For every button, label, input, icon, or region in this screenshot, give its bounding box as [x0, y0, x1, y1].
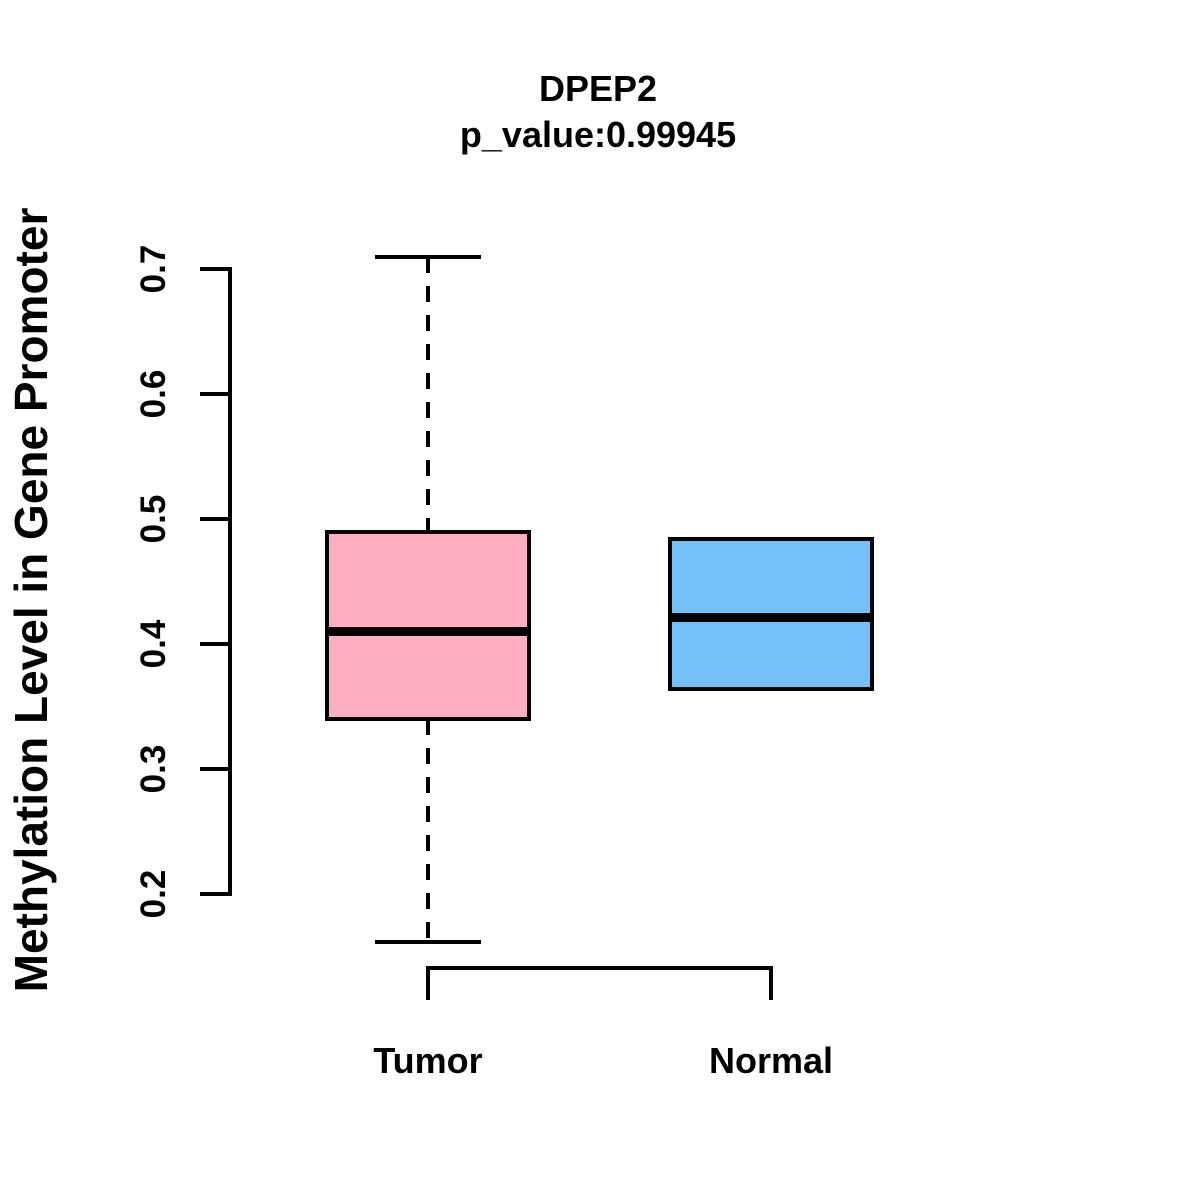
- y-tick-label: 0.4: [134, 619, 173, 669]
- y-tick: [200, 267, 230, 271]
- y-tick: [200, 392, 230, 396]
- y-tick: [200, 892, 230, 896]
- x-axis-tick-normal: [769, 966, 773, 1000]
- whisker-cap-min-tumor: [375, 939, 481, 944]
- y-tick-label: 0.3: [134, 744, 173, 794]
- median-line-normal: [668, 613, 874, 623]
- y-tick: [200, 642, 230, 646]
- chart-title: DPEP2: [538, 68, 658, 109]
- x-category-label-normal: Normal: [708, 1040, 834, 1081]
- whisker-lower-tumor: [426, 719, 430, 942]
- y-tick: [200, 767, 230, 771]
- y-tick-label: 0.6: [134, 369, 173, 419]
- chart-subtitle: p_value:0.99945: [459, 114, 737, 155]
- y-tick-label: 0.5: [134, 494, 173, 544]
- median-line-tumor: [325, 627, 531, 636]
- whisker-cap-max-tumor: [375, 254, 481, 259]
- x-axis-tick-tumor: [426, 966, 430, 1000]
- x-category-label-tumor: Tumor: [373, 1040, 483, 1081]
- y-tick-label: 0.2: [134, 869, 173, 919]
- title-block: DPEP2 p_value:0.99945: [230, 66, 966, 158]
- whisker-upper-tumor: [426, 256, 430, 532]
- x-axis-line: [426, 966, 773, 970]
- box-tumor: [325, 529, 531, 721]
- y-tick: [200, 517, 230, 521]
- y-tick-label: 0.7: [134, 244, 173, 294]
- y-axis-line: [228, 267, 232, 896]
